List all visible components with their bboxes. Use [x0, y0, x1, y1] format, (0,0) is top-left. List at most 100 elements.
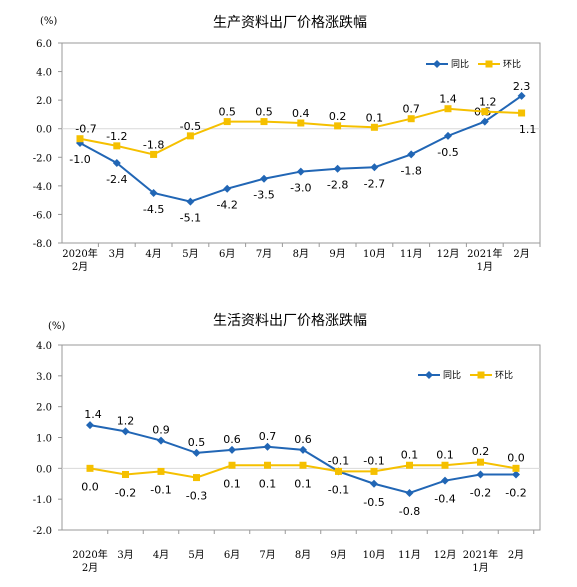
data-label: -3.5	[253, 189, 274, 202]
data-point-marker	[299, 461, 307, 469]
data-point-marker	[512, 464, 520, 472]
data-label: -0.1	[150, 483, 171, 496]
data-label: -0.2	[470, 487, 491, 500]
data-point-marker	[481, 108, 489, 116]
x-tick-label: 2月	[82, 562, 98, 574]
data-label: 0.5	[255, 106, 273, 119]
data-label: 0.7	[402, 103, 420, 116]
data-point-marker	[444, 105, 452, 113]
x-tick-label: 2020年	[62, 247, 97, 260]
x-tick-label: 6月	[219, 248, 235, 260]
x-tick-label: 7月	[256, 248, 272, 260]
data-label: 0.1	[223, 477, 241, 490]
consumer-goods-chart-svg: 生活资料出厂价格涨跌幅 (%) 4.0 3.0 2.0 1.0 0.0 -1.0 -2.0 2…	[33, 313, 541, 574]
data-label: -1.0	[69, 153, 90, 166]
x-tick-label: 4月	[153, 549, 169, 561]
legend-label: 环比	[503, 58, 521, 70]
data-point-marker	[441, 476, 449, 485]
y-tick-label: 3.0	[36, 372, 52, 383]
consumer-goods-chart: 生活资料出厂价格涨跌幅 (%) 4.0 3.0 2.0 1.0 0.0 -1.0 -2.0 2…	[0, 293, 577, 587]
data-label: -4.5	[143, 203, 164, 216]
data-point-marker	[477, 458, 484, 466]
x-tick-label: 3月	[117, 549, 133, 561]
data-label: 0.6	[223, 433, 241, 446]
x-tick-label: 2021年	[467, 247, 502, 260]
x-tick-label: 9月	[330, 549, 346, 561]
data-point-marker	[263, 442, 272, 451]
data-point-marker	[157, 467, 165, 475]
data-label: 1.4	[439, 93, 457, 106]
data-label: 0.2	[329, 110, 347, 123]
data-label: -4.2	[216, 199, 237, 212]
x-tick-label: 4月	[145, 248, 161, 260]
data-point-marker	[299, 445, 307, 454]
data-label: -2.8	[327, 179, 348, 192]
data-point-marker	[76, 135, 84, 143]
x-tick-label: 12月	[434, 549, 457, 561]
x-tick-label: 6月	[224, 549, 240, 561]
producer-goods-chart: 生产资料出厂价格涨跌幅 (%) 6.0 4.0 2.0 0.0 -2.0 -4.0 -6.0…	[0, 0, 577, 293]
data-label: -0.5	[363, 496, 384, 509]
y-tick-label: 0.0	[36, 464, 52, 475]
data-label: 0.1	[401, 448, 419, 461]
data-label: 0.4	[292, 107, 310, 120]
legend-marker	[433, 60, 441, 68]
data-point-marker	[86, 464, 94, 472]
data-label: -3.0	[290, 182, 311, 195]
data-point-marker	[333, 164, 342, 173]
y-tick-label: 6.0	[36, 39, 52, 50]
x-tick-label: 2月	[513, 248, 529, 260]
data-point-marker	[223, 184, 232, 193]
data-label: 0.0	[81, 480, 99, 493]
data-label: -2.7	[364, 177, 385, 190]
data-point-marker	[121, 427, 130, 436]
legend-marker	[477, 371, 485, 379]
data-point-marker	[335, 467, 342, 475]
data-point-marker	[441, 461, 449, 469]
x-tick-label: 2020年	[72, 548, 107, 561]
data-label: 0.1	[366, 111, 384, 124]
x-tick-label: 8月	[293, 248, 309, 260]
data-label: -0.2	[115, 487, 136, 500]
data-point-marker	[370, 467, 378, 475]
data-point-marker	[476, 470, 485, 479]
data-label: 0.1	[294, 477, 312, 490]
data-label: -5.1	[180, 212, 201, 225]
x-tick-label: 5月	[182, 248, 198, 260]
data-label: 1.2	[117, 414, 135, 427]
y-tick-label: -8.0	[33, 239, 52, 250]
data-label: -1.8	[400, 164, 421, 177]
data-point-marker	[192, 448, 201, 457]
data-label: -0.2	[505, 487, 526, 500]
data-point-marker	[157, 436, 165, 445]
data-point-marker	[264, 461, 271, 469]
data-point-marker	[517, 91, 526, 100]
data-point-marker	[113, 142, 121, 150]
data-point-marker	[223, 118, 231, 126]
data-point-marker	[370, 163, 379, 172]
data-label: 2.3	[513, 80, 531, 93]
y-tick-label: -6.0	[33, 210, 52, 221]
data-point-marker	[407, 150, 416, 159]
data-point-marker	[405, 489, 414, 497]
data-label: 0.1	[436, 448, 454, 461]
data-point-marker	[193, 474, 200, 482]
data-label: -0.7	[75, 123, 96, 136]
y-tick-label: 4.0	[36, 341, 52, 352]
data-label: -1.8	[143, 138, 164, 151]
data-label: 1.4	[84, 408, 102, 421]
producer-goods-chart-svg: 生产资料出厂价格涨跌幅 (%) 6.0 4.0 2.0 0.0 -2.0 -4.0 -6.0…	[33, 15, 541, 273]
y-tick-label: -2.0	[33, 526, 52, 537]
y-tick-label: 1.0	[36, 434, 52, 445]
data-point-marker	[296, 167, 305, 176]
data-label: 0.0	[507, 451, 525, 464]
data-label: 0.5	[218, 106, 236, 119]
data-label: -0.4	[434, 493, 455, 506]
data-label: -0.5	[180, 120, 201, 133]
data-point-marker	[186, 197, 195, 206]
data-point-marker	[518, 109, 526, 117]
data-point-marker	[228, 445, 236, 454]
data-label: -0.5	[437, 146, 458, 159]
unit-label: (%)	[48, 321, 65, 332]
data-point-marker	[228, 461, 236, 469]
